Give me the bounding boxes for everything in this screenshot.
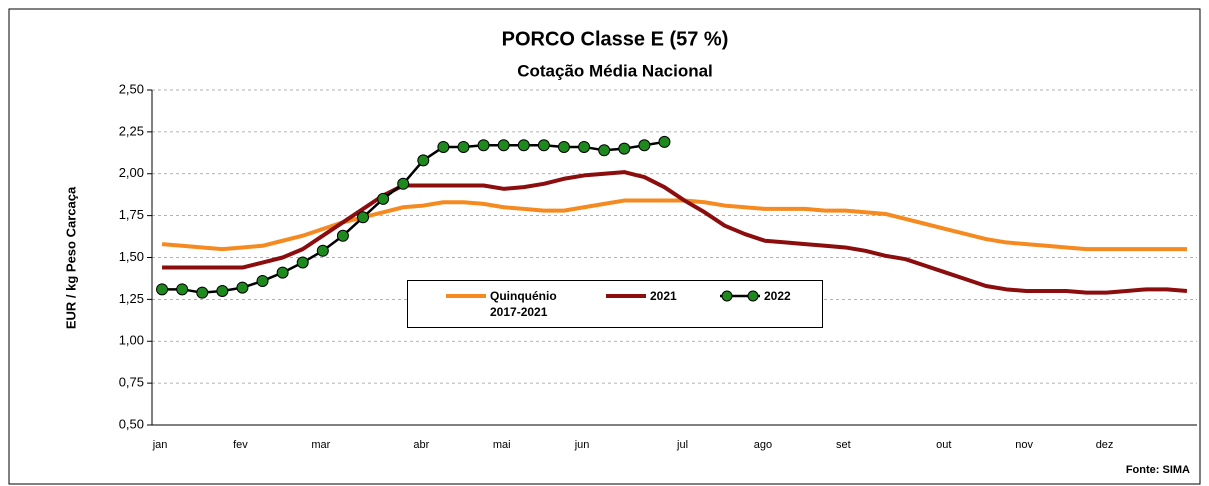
data-point [437,140,450,153]
legend-marker [747,290,759,302]
data-point [336,229,349,242]
x-tick-label: mar [311,439,330,451]
data-point [578,140,591,153]
chart-subtitle: Cotação Média Nacional [517,61,713,80]
series-line [161,198,1187,252]
legend-swatch [720,290,760,302]
chart-border [8,8,1201,485]
data-point [236,281,249,294]
data-point [598,144,611,157]
data-point [557,140,570,153]
data-point [216,285,229,297]
legend-label: 2021 [650,289,677,303]
y-tick-label: 2,00 [119,165,144,180]
x-tick-label: set [836,439,851,451]
x-tick-label: jan [152,439,168,451]
legend-item: 2022 [720,288,791,304]
data-point [357,211,370,224]
y-tick-label: 2,25 [119,123,144,138]
y-tick-label: 2,50 [119,81,144,96]
legend-label: Quinquénio 2017-2021 [490,289,557,319]
legend-label: 2022 [764,289,791,303]
data-point [497,139,510,152]
data-point [517,139,530,152]
data-point [156,283,169,296]
y-tick-label: 1,75 [119,207,144,222]
data-point [638,139,651,152]
data-point [618,142,631,155]
legend-item: Quinquénio 2017-2021 [446,288,570,320]
data-point [276,266,289,279]
x-tick-label: jul [676,439,688,451]
data-point [316,244,329,257]
chart-title: PORCO Classe E (57 %) [502,28,729,50]
legend-marker [721,290,733,302]
x-tick-label: nov [1015,439,1033,451]
y-axis-label: EUR / kg Peso Carcaça [63,186,78,329]
data-point [176,283,189,296]
data-point [537,139,550,152]
x-tick-label: mai [493,439,511,451]
data-point [477,139,490,152]
data-point [457,140,470,153]
y-tick-label: 1,25 [119,291,144,306]
x-tick-label: dez [1096,439,1114,451]
x-tick-label: abr [413,439,429,451]
series-line [162,170,1188,295]
x-tick-label: out [936,439,951,451]
legend-swatch [606,294,646,298]
legend-swatch [446,294,486,298]
data-point [417,154,430,167]
x-tick-label: fev [233,439,248,451]
data-point [377,192,390,205]
x-tick-label: jun [574,439,590,451]
data-point [256,274,269,287]
y-tick-label: 1,50 [119,249,144,264]
y-tick-label: 0,75 [119,375,144,390]
legend: Quinquénio 2017-2021 2021 2022 [407,280,823,328]
y-tick-label: 0,50 [119,416,144,431]
legend-item: 2021 [606,288,677,304]
data-point [658,135,671,148]
source-note: Fonte: SIMA [1126,464,1190,476]
data-point [397,177,410,190]
series-line [162,140,665,294]
x-tick-label: ago [754,439,772,451]
y-tick-label: 1,00 [119,333,144,348]
data-point [196,286,209,299]
data-point [296,256,309,269]
